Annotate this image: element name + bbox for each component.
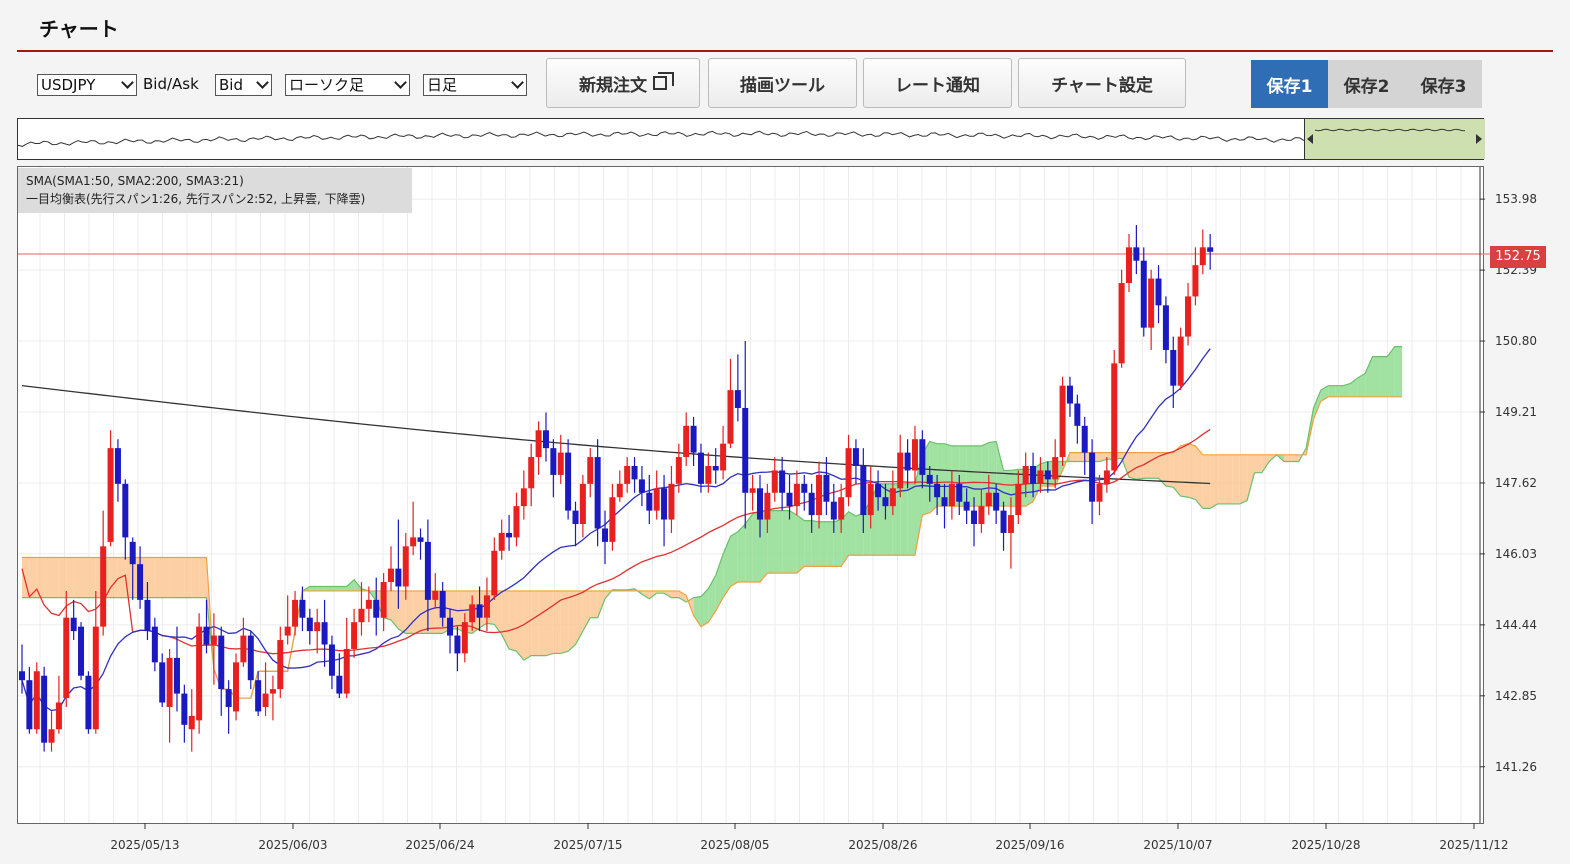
y-tick-label: 144.44	[1495, 618, 1537, 632]
last-price-label: 152.75	[1490, 246, 1546, 268]
navigator-left-handle-icon[interactable]	[1307, 134, 1313, 144]
x-tick-label: 2025/09/16	[995, 838, 1064, 852]
x-tick-label: 2025/10/28	[1291, 838, 1360, 852]
y-tick-label: 149.21	[1495, 405, 1537, 419]
x-tick-label: 2025/05/13	[110, 838, 179, 852]
new-order-button[interactable]: 新規注文	[546, 58, 700, 108]
sma-legend: SMA(SMA1:50, SMA2:200, SMA3:21)	[26, 174, 244, 188]
symbol-select[interactable]: USDJPY	[37, 74, 137, 96]
chart-style-value: ローソク足	[289, 76, 365, 94]
rate-alert-button[interactable]: レート通知	[863, 58, 1012, 108]
page-title: チャート	[39, 17, 119, 41]
y-tick-label: 153.98	[1495, 192, 1537, 206]
chevron-down-icon	[394, 76, 407, 89]
navigator-window-line	[1314, 128, 1466, 132]
chevron-down-icon	[121, 76, 134, 89]
x-tick-label: 2025/06/24	[405, 838, 474, 852]
draw-tool-button[interactable]: 描画ツール	[708, 58, 857, 108]
x-tick-label: 2025/11/12	[1439, 838, 1508, 852]
x-tick-label: 2025/10/07	[1143, 838, 1212, 852]
save2-button[interactable]: 保存2	[1328, 60, 1405, 108]
title-bar: チャート	[17, 8, 1553, 52]
popup-window-icon	[653, 72, 674, 90]
chart-style-select[interactable]: ローソク足	[285, 74, 410, 96]
period-value: 日足	[427, 76, 458, 94]
chevron-down-icon	[511, 76, 524, 89]
x-tick-label: 2025/06/03	[258, 838, 327, 852]
indicator-legend: SMA(SMA1:50, SMA2:200, SMA3:21) 一目均衡表(先行…	[18, 168, 412, 213]
y-tick-label: 142.85	[1495, 689, 1537, 703]
price-chart[interactable]	[17, 166, 1484, 824]
x-tick-label: 2025/08/26	[848, 838, 917, 852]
navigator-window[interactable]	[1304, 119, 1485, 159]
x-tick-label: 2025/08/05	[700, 838, 769, 852]
new-order-label: 新規注文	[579, 75, 647, 96]
draw-tool-label: 描画ツール	[740, 75, 825, 96]
bidask-label: Bid/Ask	[143, 75, 199, 93]
y-tick-label: 146.03	[1495, 547, 1537, 561]
symbol-value: USDJPY	[41, 76, 96, 94]
y-tick-label: 150.80	[1495, 334, 1537, 348]
save3-button[interactable]: 保存3	[1405, 60, 1482, 108]
period-select[interactable]: 日足	[423, 74, 527, 96]
chart-settings-button[interactable]: チャート設定	[1018, 58, 1186, 108]
save1-button[interactable]: 保存1	[1251, 60, 1328, 108]
navigator-right-handle-icon[interactable]	[1476, 134, 1482, 144]
y-tick-label: 147.62	[1495, 476, 1537, 490]
rate-alert-label: レート通知	[895, 75, 980, 96]
chevron-down-icon	[256, 76, 269, 89]
x-tick-label: 2025/07/15	[553, 838, 622, 852]
navigator-overview[interactable]	[17, 118, 1485, 160]
y-tick-label: 141.26	[1495, 760, 1537, 774]
ichimoku-legend: 一目均衡表(先行スパン1:26, 先行スパン2:52, 上昇雲, 下降雲)	[26, 192, 366, 206]
navigator-price-line	[18, 130, 1305, 147]
chart-settings-label: チャート設定	[1051, 75, 1153, 96]
bidask-value: Bid	[219, 76, 243, 94]
bidask-select[interactable]: Bid	[215, 74, 272, 96]
